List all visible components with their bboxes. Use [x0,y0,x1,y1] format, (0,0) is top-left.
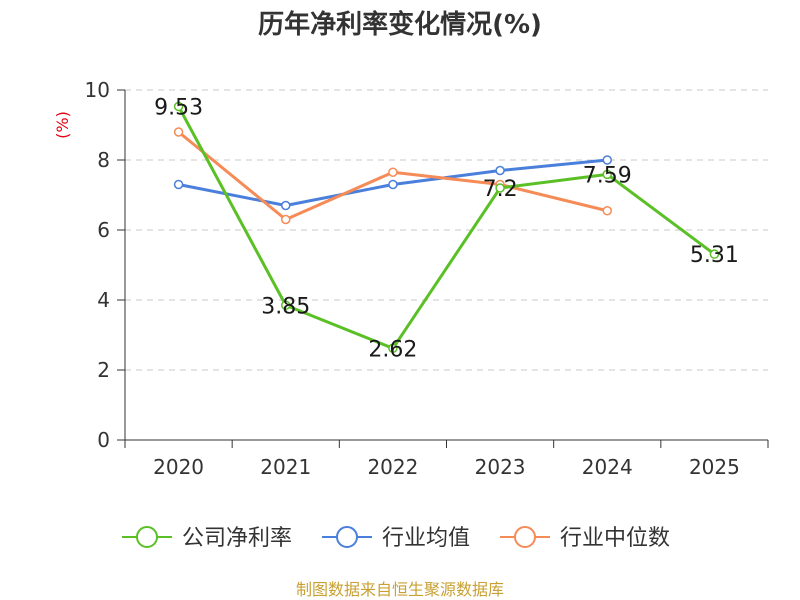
x-tick-label: 2023 [475,455,526,479]
x-tick-label: 2020 [153,455,204,479]
x-tick-label: 2024 [582,455,633,479]
data-label: 9.53 [154,95,203,120]
data-label: 2.62 [368,337,417,362]
data-point [388,179,398,190]
y-axis-unit: (%) [53,111,72,139]
source-note: 制图数据来自恒生聚源数据库 [296,580,504,599]
y-tick-label: 4 [97,288,110,312]
data-label: 5.31 [690,243,739,268]
data-point [602,155,612,165]
chart-title: 历年净利率变化情况(%) [258,9,542,40]
y-tick-label: 8 [97,148,110,172]
y-tick-label: 0 [97,428,110,452]
data-point [173,127,184,137]
data-point [388,343,398,354]
y-tick-label: 6 [97,218,110,242]
y-tick-label: 10 [85,78,110,102]
data-point [495,165,505,176]
x-tick-label: 2025 [689,455,740,479]
data-point [495,183,505,193]
legend: 公司净利率 行业均值 行业中位数 [122,526,670,551]
data-point [281,300,291,310]
legend-label: 公司净利率 [182,526,292,551]
series-group [173,101,720,354]
data-label: 3.85 [261,294,310,319]
data-labels: 9.53 3.85 2.62 7.2 7.59 5.31 [154,95,739,362]
data-label: 7.2 [483,177,518,202]
data-point [602,169,612,180]
data-point [388,167,398,177]
legend-swatch-marker [514,526,536,548]
axes: 0 2 4 6 8 10 2020 2021 2022 2023 2024 2025 [85,78,769,479]
data-point [281,214,291,225]
data-point [281,200,291,211]
grid-lines [125,89,768,371]
legend-label: 行业均值 [382,526,470,551]
x-tick-label: 2022 [367,455,418,479]
legend-swatch-marker [336,526,358,548]
legend-label: 行业中位数 [560,526,670,551]
data-point [709,249,720,259]
data-label: 7.59 [583,163,632,188]
data-point [173,179,184,190]
y-tick-label: 2 [97,358,110,382]
x-tick-label: 2021 [260,455,311,479]
series-line-0 [177,105,716,350]
data-point [602,206,612,216]
legend-swatch-marker [136,526,158,548]
data-point [173,101,184,112]
